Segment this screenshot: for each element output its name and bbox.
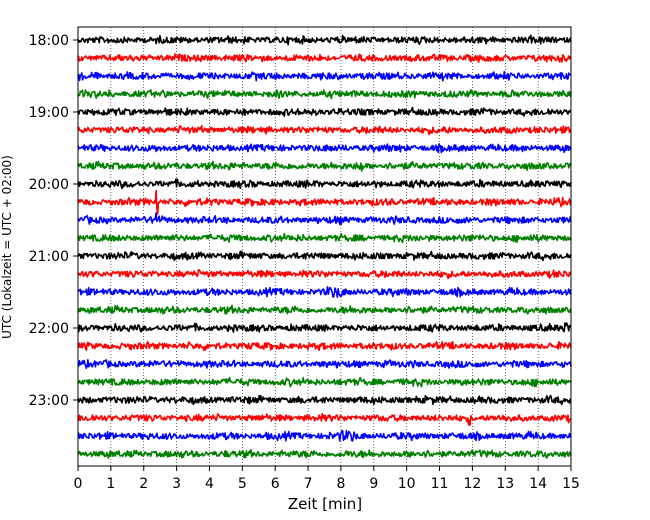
x-tick-label: 10 [398,476,416,492]
trace-line [77,429,572,442]
y-tick-label: 19:00 [29,105,69,121]
x-tick-label: 6 [271,476,280,492]
x-tick-label: 15 [562,476,580,492]
trace-line [77,232,572,244]
trace-line [77,304,572,315]
trace-line [77,189,572,215]
y-tick-label: 20:00 [29,177,69,193]
x-gridlines [110,27,539,466]
x-tick-label: 11 [431,476,449,492]
trace-line [77,286,572,299]
trace-line [77,53,572,63]
trace-line [77,70,572,82]
x-tick-label: 14 [529,476,547,492]
trace-line [77,89,572,100]
plot-area [78,27,571,466]
x-tick-label: 8 [336,476,345,492]
y-tick-label: 22:00 [29,321,69,337]
x-tick-label: 5 [238,476,247,492]
trace-line [77,34,572,46]
x-tick-label: 3 [172,476,181,492]
trace-line [77,448,572,459]
trace-line [77,340,572,352]
trace-line [77,268,572,280]
x-axis-title: Zeit [min] [288,495,362,513]
trace-line [77,376,572,388]
trace-line [77,394,572,406]
seismogram-traces [77,34,572,459]
x-tick-label: 1 [106,476,115,492]
x-axis-ticks: 0 1 2 3 4 5 6 7 8 9 10 11 12 13 14 15 [74,466,580,492]
y-tick-label: 18:00 [29,33,69,49]
trace-line [77,160,572,172]
y-tick-label: 21:00 [29,249,69,265]
y-axis-title: UTC (Lokalzeit = UTC + 02:00) [0,155,14,339]
trace-line [77,106,572,118]
trace-line [77,125,572,136]
x-tick-label: 9 [369,476,378,492]
x-tick-label: 13 [496,476,514,492]
trace-line [77,412,572,426]
trace-line [77,143,572,154]
x-tick-label: 12 [463,476,481,492]
trace-line [77,212,572,226]
trace-line [77,358,572,370]
x-tick-label: 7 [304,476,313,492]
plot-frame [77,26,572,467]
trace-line [77,250,572,262]
trace-line [77,178,572,190]
y-tick-label: 23:00 [29,393,69,409]
y-axis-ticks: 18:00 19:00 20:00 21:00 22:00 23:00 [29,33,78,409]
trace-line [77,322,572,333]
x-tick-label: 2 [139,476,148,492]
x-tick-label: 0 [74,476,83,492]
x-tick-label: 4 [205,476,214,492]
